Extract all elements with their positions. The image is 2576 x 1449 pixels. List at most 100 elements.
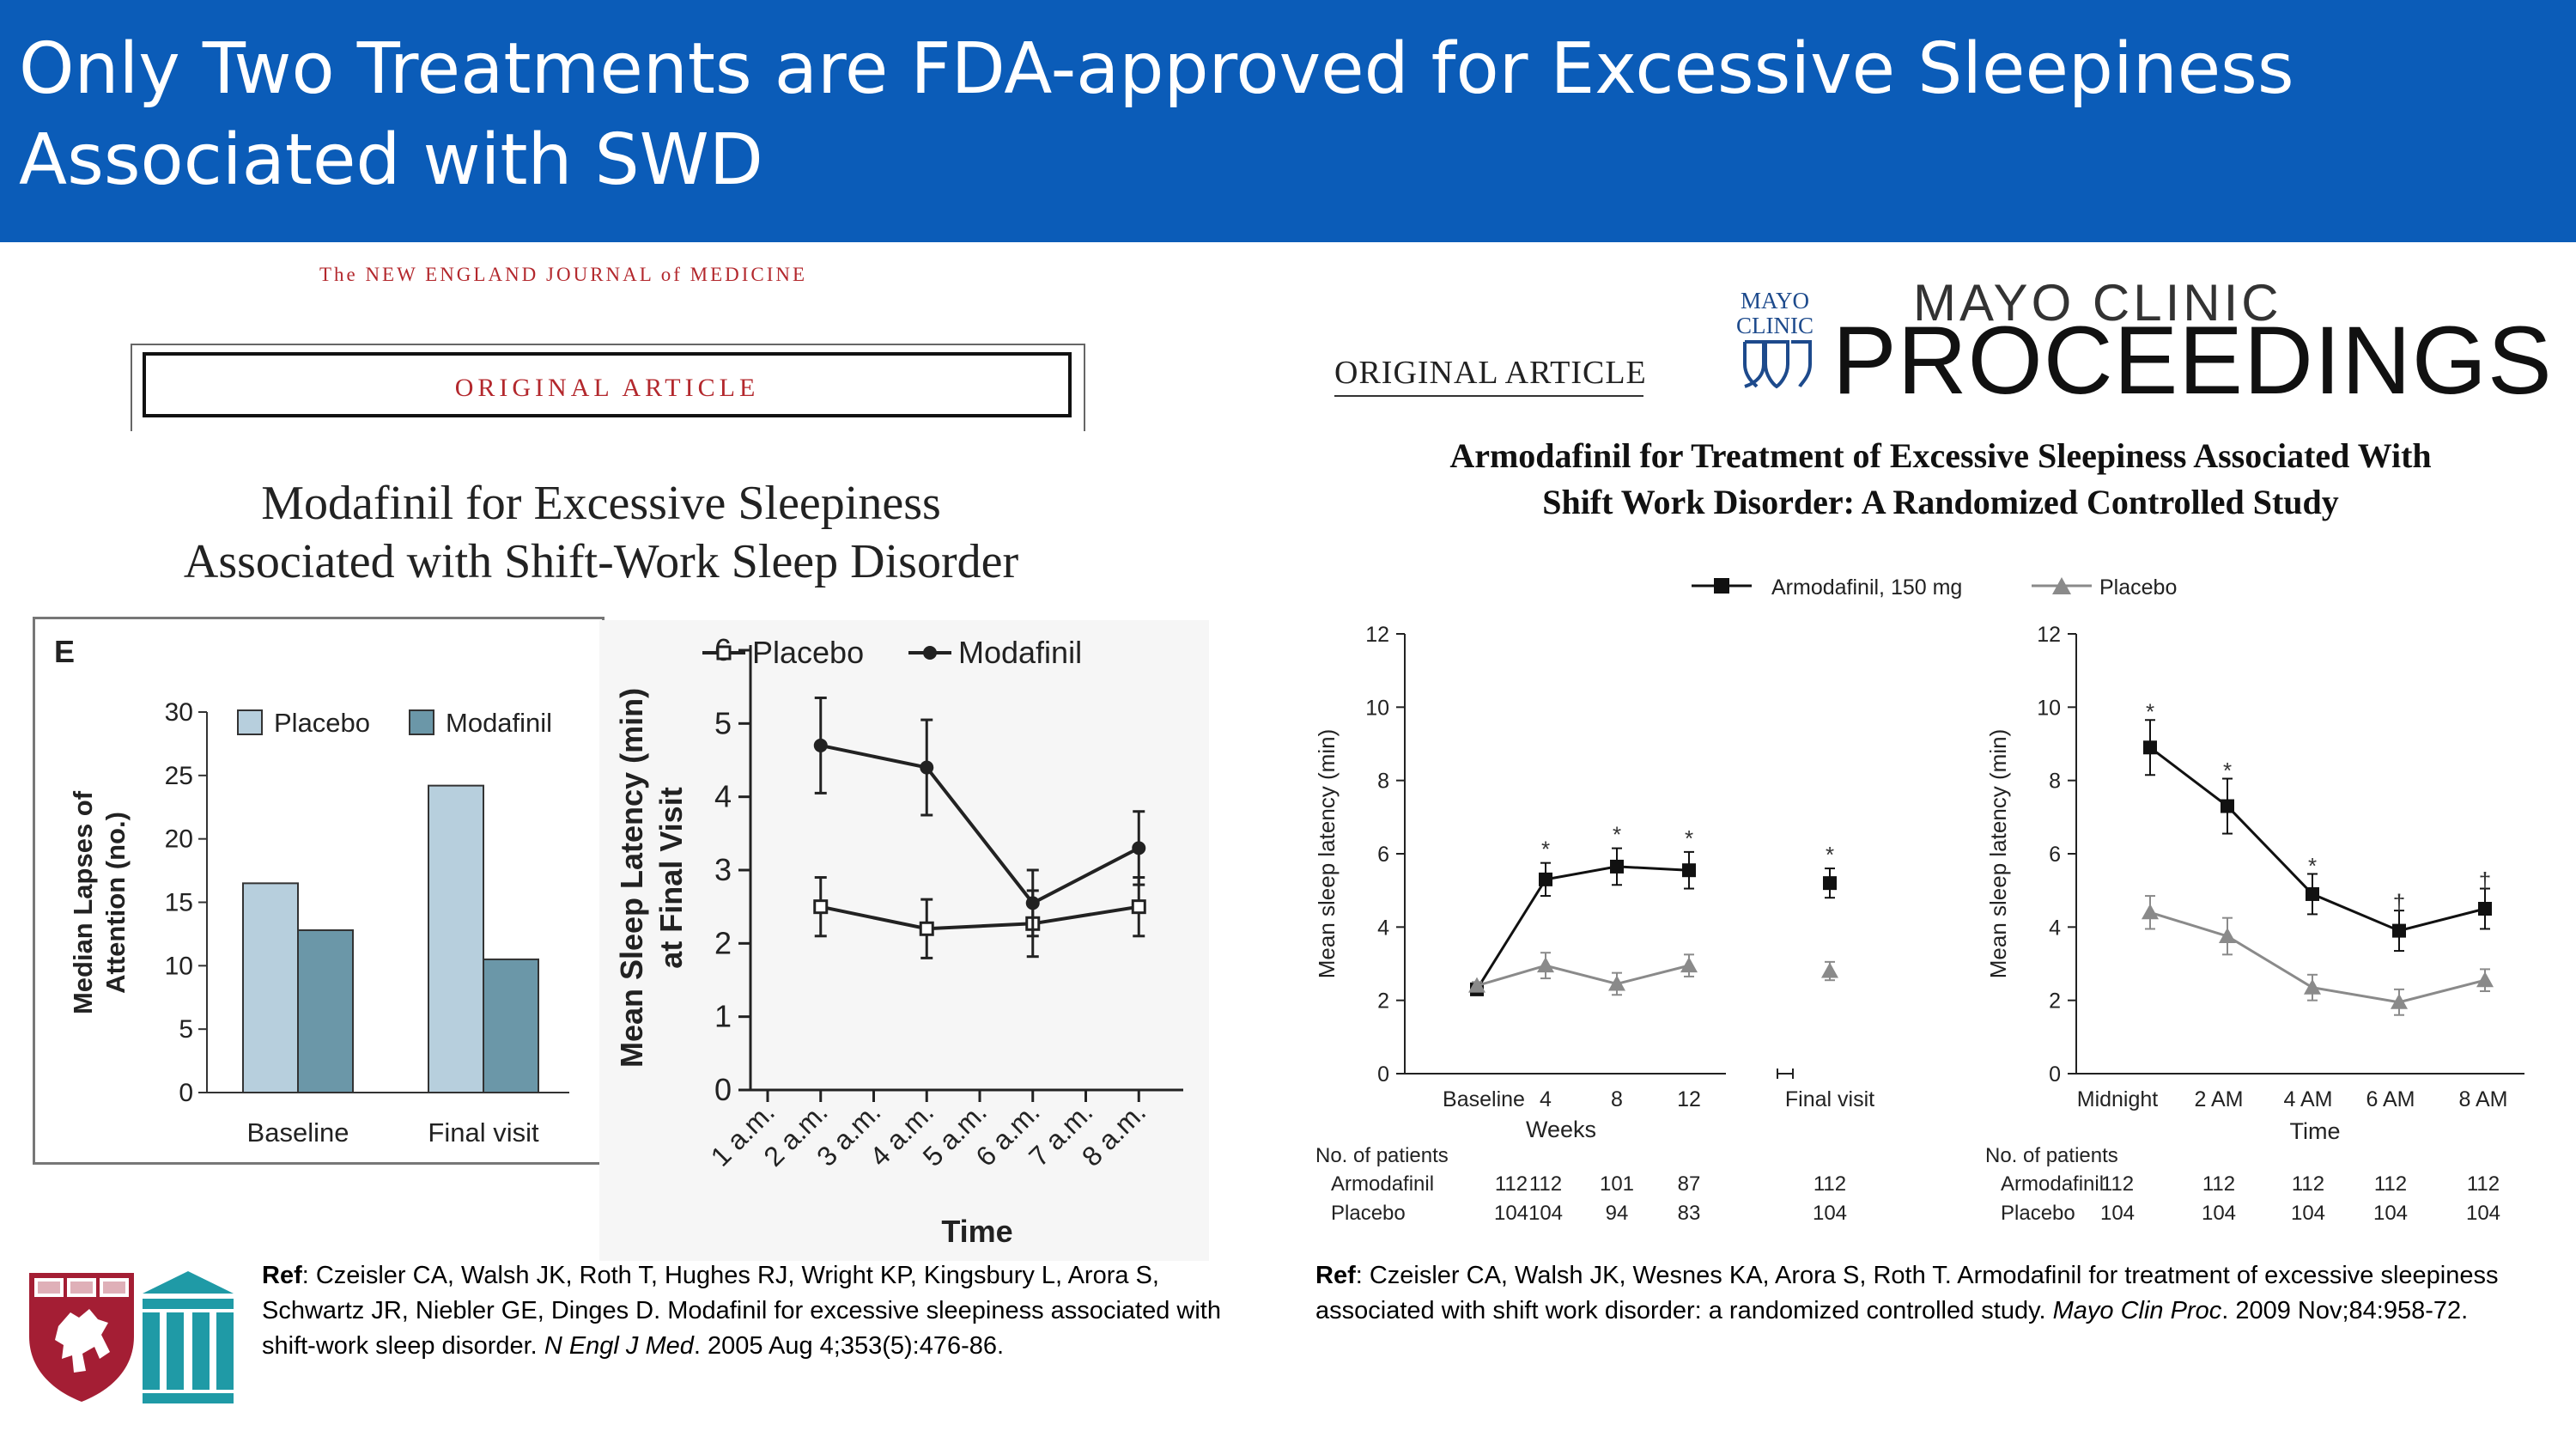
mayo-title-line2: Shift Work Disorder: A Randomized Contro… xyxy=(1542,483,2339,521)
reference-journal: N Engl J Med xyxy=(544,1332,694,1360)
mayo-shield-icon xyxy=(1743,340,1812,389)
hospital-columns-icon xyxy=(143,1271,234,1403)
mayo-article-label: ORIGINAL ARTICLE xyxy=(1334,355,1647,391)
patients-count: 104 xyxy=(2373,1202,2408,1225)
patients-count: 104 xyxy=(2100,1202,2135,1225)
patients-count: 83 xyxy=(1678,1202,1701,1225)
x-tick-label: Final visit xyxy=(1785,1087,1874,1111)
bar-chart-panel: E 0 5 10 15 20 25 30 Median Lapses of Attention (… xyxy=(33,617,605,1165)
patients-count: 112 xyxy=(2467,1172,2500,1196)
x-tick-label: 8 AM xyxy=(2459,1087,2508,1111)
bar-placebo-0 xyxy=(242,882,299,1093)
point-placebo xyxy=(2219,928,2236,943)
series-line-modafinil xyxy=(820,743,1140,905)
y-axis-label-line1: Mean Sleep Latency (min) xyxy=(614,688,649,1068)
y-tick-label: 0 xyxy=(179,1079,193,1107)
patients-count: 112 xyxy=(1814,1172,1846,1196)
y-tick-label: 12 xyxy=(2037,623,2061,647)
reference-nejm: Ref: Czeisler CA, Walsh JK, Roth T, Hugh… xyxy=(262,1258,1241,1364)
point-placebo xyxy=(1821,962,1838,978)
point-armodafinil xyxy=(2143,740,2157,755)
reference-tail: . 2009 Nov;84:958-72. xyxy=(2221,1297,2469,1324)
y-tick-label: 4 xyxy=(714,779,732,814)
armodafinil-charts: Armodafinil, 150 mg Placebo024681012Mean … xyxy=(1314,575,2524,1225)
point-placebo xyxy=(2304,978,2321,995)
y-tick-label: 10 xyxy=(165,952,193,980)
point-placebo xyxy=(813,899,829,915)
point-modafinil xyxy=(1025,896,1040,910)
point-armodafinil xyxy=(1823,876,1837,891)
patients-count: 104 xyxy=(1813,1202,1847,1225)
x-tick-label: 4 AM xyxy=(2284,1087,2333,1111)
significance-marker: * xyxy=(2308,853,2317,879)
mayo-proceedings: PROCEEDINGS xyxy=(1832,307,2553,414)
title-bar xyxy=(0,0,2576,242)
y-tick-label: 4 xyxy=(1377,916,1389,940)
legend-label: Placebo xyxy=(274,708,370,738)
x-tick-label: 2 AM xyxy=(2195,1087,2244,1111)
x-tick-label: 4 xyxy=(1540,1087,1552,1111)
y-tick-label: 3 xyxy=(714,852,732,887)
patients-count: 104 xyxy=(1494,1202,1528,1225)
y-tick-label: 12 xyxy=(1365,623,1389,647)
bar-placebo-1 xyxy=(428,784,484,1093)
y-tick-label: 1 xyxy=(714,999,732,1034)
reference-body: : Czeisler CA, Walsh JK, Wesnes KA, Aror… xyxy=(1315,1262,2499,1324)
point-modafinil xyxy=(813,738,828,752)
y-tick-label: 2 xyxy=(2049,989,2061,1014)
x-category-label: Final visit xyxy=(428,1117,539,1148)
patients-count: 112 xyxy=(2202,1172,2235,1196)
harvard-shield-icon xyxy=(29,1273,134,1402)
legend-label: Placebo xyxy=(2099,575,2177,600)
patients-count: 112 xyxy=(2101,1172,2134,1196)
legend-swatch xyxy=(409,709,434,735)
y-tick-label: 8 xyxy=(1377,770,1389,794)
y-tick-label: 8 xyxy=(2049,770,2061,794)
y-tick-label: 0 xyxy=(2049,1062,2061,1087)
significance-marker: * xyxy=(1826,842,1834,868)
y-tick-label: 30 xyxy=(165,698,193,727)
point-armodafinil xyxy=(2478,902,2492,916)
point-placebo xyxy=(1131,899,1146,915)
patients-count: 104 xyxy=(2466,1202,2500,1225)
y-tick-label: 15 xyxy=(165,889,193,917)
reference-label: Ref xyxy=(1315,1262,1356,1289)
mayo-logo-text: MAYO CLINIC xyxy=(1736,288,1814,338)
bar-modafinil-1 xyxy=(483,958,539,1094)
y-axis-label: Mean sleep latency (min) xyxy=(1985,729,2011,978)
patients-count: 104 xyxy=(1528,1202,1563,1225)
reference-journal: Mayo Clin Proc xyxy=(2052,1297,2222,1324)
legend-marker xyxy=(2052,577,2071,594)
x-axis-label: Time xyxy=(2290,1118,2341,1144)
modafinil-line-chart: 01234561 a.m.2 a.m.3 a.m.4 a.m.5 a.m.6 a… xyxy=(614,632,1183,1249)
series-line-placebo xyxy=(1476,964,1690,988)
y-tick-label: 6 xyxy=(2049,843,2061,867)
patients-count: 112 xyxy=(2292,1172,2324,1196)
y-tick-label: 2 xyxy=(1377,989,1389,1014)
point-placebo xyxy=(1537,957,1554,973)
patients-row-label: Placebo xyxy=(2001,1202,2075,1225)
patients-count: 104 xyxy=(2202,1202,2236,1225)
legend-label: Modafinil xyxy=(446,708,552,738)
y-tick-label: 0 xyxy=(714,1072,732,1107)
legend-marker xyxy=(716,645,732,661)
y-tick-label: 0 xyxy=(1377,1062,1389,1087)
series-line-placebo xyxy=(820,904,1139,931)
mayo-article-title: Armodafinil for Treatment of Excessive S… xyxy=(1340,433,2542,526)
point-armodafinil xyxy=(2392,923,2406,938)
x-axis-label: Weeks xyxy=(1526,1117,1596,1142)
reference-tail: . 2005 Aug 4;353(5):476-86. xyxy=(693,1332,1005,1360)
modafinil-line-panel: 01234561 a.m.2 a.m.3 a.m.4 a.m.5 a.m.6 a… xyxy=(599,620,1209,1261)
legend-marker xyxy=(1714,578,1729,594)
nejm-title-line2: Associated with Shift-Work Sleep Disorde… xyxy=(183,535,1019,588)
y-tick-label: 4 xyxy=(2049,916,2061,940)
reference-mayo: Ref: Czeisler CA, Walsh JK, Wesnes KA, A… xyxy=(1315,1258,2552,1329)
x-tick-label: 12 xyxy=(1677,1087,1701,1111)
patients-count: 112 xyxy=(1529,1172,1562,1196)
point-placebo xyxy=(2476,971,2494,988)
y-tick-label: 6 xyxy=(1377,843,1389,867)
legend-swatch xyxy=(237,709,263,735)
point-placebo xyxy=(1468,977,1485,993)
patients-title: No. of patients xyxy=(1315,1144,1449,1167)
y-tick-label: 10 xyxy=(1365,696,1389,720)
